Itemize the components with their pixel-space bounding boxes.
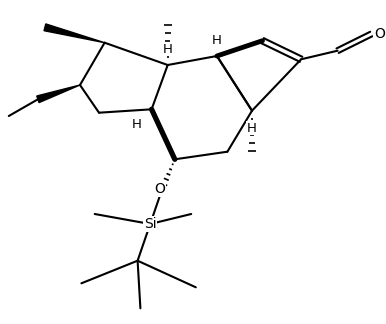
- Polygon shape: [44, 24, 105, 43]
- Text: O: O: [155, 182, 166, 196]
- Polygon shape: [37, 85, 80, 103]
- Text: H: H: [212, 34, 222, 47]
- Text: H: H: [131, 119, 141, 132]
- Text: O: O: [374, 27, 385, 41]
- Text: H: H: [247, 122, 257, 135]
- Text: Si: Si: [144, 217, 156, 231]
- Text: H: H: [163, 43, 173, 56]
